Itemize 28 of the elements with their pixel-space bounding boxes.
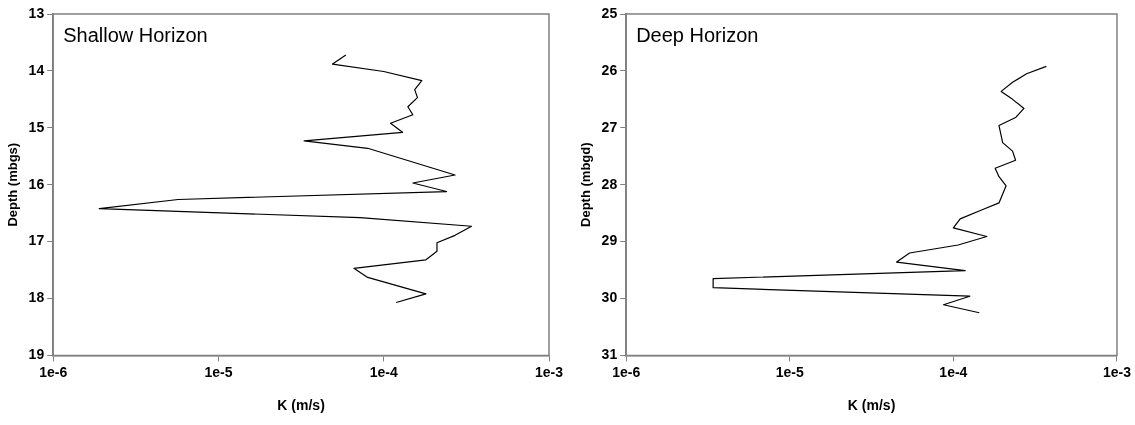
y-tick-label: 18 [28, 289, 45, 306]
x-axis-title: K (m/s) [277, 397, 325, 414]
text: Deep Horizon [636, 23, 759, 46]
y-tick-label: 15 [28, 118, 45, 135]
y-tick-label: 31 [601, 346, 618, 363]
y-tick-label: 14 [28, 61, 45, 78]
x-tick-label: 1e-5 [775, 363, 804, 380]
y-axis-title: Depth (mbgd) [578, 142, 594, 227]
y-axis-title: Depth (mbgs) [5, 142, 21, 227]
x-axis-title: K (m/s) [847, 397, 896, 414]
y-tick-label: 30 [601, 289, 618, 306]
x-tick-label: 1e-5 [204, 363, 233, 380]
x-tick-label: 1e-3 [534, 363, 564, 380]
x-tick-label: 1e-4 [369, 363, 398, 380]
x-tick-label: 1e-6 [39, 363, 68, 380]
y-tick-label: 26 [601, 61, 618, 78]
y-tick-label: 27 [601, 118, 618, 135]
y-tick-label: 16 [28, 175, 45, 192]
x-tick-label: 1e-4 [939, 363, 968, 380]
y-tick-label: 28 [601, 175, 618, 192]
text: Shallow Horizon [63, 23, 208, 46]
y-tick-label: 13 [28, 4, 45, 21]
x-tick-label: 1e-6 [612, 363, 641, 380]
y-tick-label: 19 [28, 346, 45, 363]
x-tick-label: 1e-3 [1102, 363, 1132, 380]
y-tick-label: 25 [601, 4, 618, 21]
y-tick-label: 29 [601, 232, 618, 249]
y-tick-label: 17 [28, 232, 45, 249]
